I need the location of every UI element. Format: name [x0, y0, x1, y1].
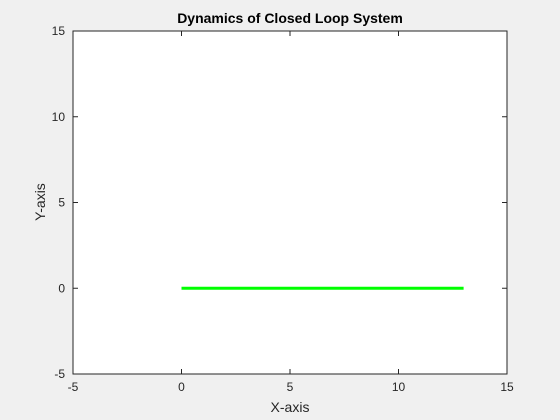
- axes-background: [73, 31, 507, 374]
- x-tick-label: 5: [287, 380, 294, 394]
- x-tick-label: 10: [392, 380, 406, 394]
- chart-title: Dynamics of Closed Loop System: [177, 10, 403, 26]
- x-axis-label: X-axis: [271, 399, 310, 415]
- x-tick-label: 15: [500, 380, 514, 394]
- y-tick-label: 5: [58, 196, 65, 210]
- y-tick-label: -5: [54, 367, 65, 381]
- axes-box: [72, 30, 508, 375]
- y-tick-label: 15: [52, 24, 66, 38]
- y-tick-label: 10: [52, 110, 66, 124]
- y-axis-label: Y-axis: [32, 183, 48, 221]
- x-tick-label: 0: [178, 380, 185, 394]
- y-tick-label: 0: [58, 281, 65, 295]
- x-tick-label: -5: [68, 380, 79, 394]
